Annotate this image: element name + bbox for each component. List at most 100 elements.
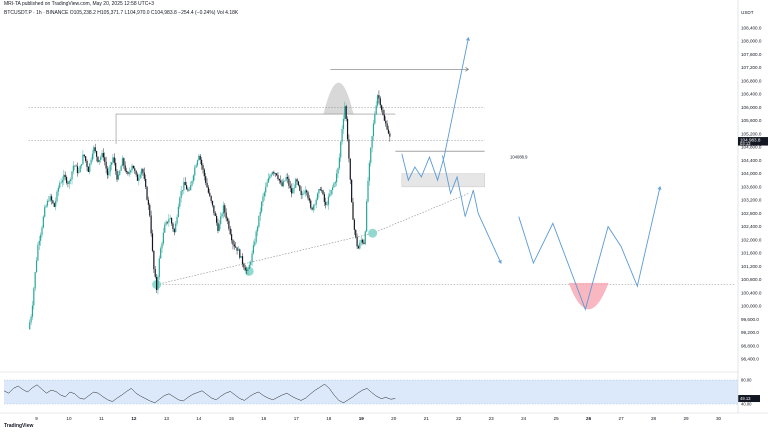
candle-body (164, 224, 166, 233)
candle-body (115, 162, 117, 171)
support-dot (368, 228, 378, 238)
candle-body (342, 118, 345, 130)
candle-body (361, 239, 364, 243)
y-tick-label: 99,600.0 (741, 317, 759, 322)
candle-body (299, 185, 301, 191)
candle-body (30, 316, 32, 323)
x-tick-label: 14 (196, 416, 202, 421)
candle-body (375, 105, 377, 114)
candle-body (135, 170, 137, 175)
candle-body (389, 133, 391, 137)
candle-body (232, 240, 234, 245)
y-tick-label: 100,800.0 (741, 277, 762, 282)
candle-body (329, 194, 331, 197)
candle-body (231, 234, 233, 241)
candle-body (34, 272, 36, 289)
candle-body (177, 206, 180, 217)
candle-body (379, 98, 381, 106)
candle-body (44, 207, 46, 217)
candle-body (53, 203, 55, 207)
candle-body (68, 180, 70, 184)
candle-body (113, 157, 115, 163)
x-tick-label: 21 (424, 416, 430, 421)
candle-body (67, 182, 69, 184)
candle-body (334, 182, 336, 184)
candle-body (48, 200, 50, 202)
candle-body (125, 170, 128, 172)
x-tick-label: 10 (66, 416, 72, 421)
candle-body (98, 159, 100, 162)
candle-body (331, 187, 334, 191)
candle-body (344, 106, 346, 119)
candle-body (117, 174, 119, 180)
candle-body (226, 218, 229, 221)
candle-body (366, 201, 368, 232)
candle-body (256, 226, 259, 232)
candle-body (355, 229, 357, 237)
candle-body (154, 269, 156, 277)
candle-body (157, 276, 159, 290)
candle-body (168, 219, 170, 223)
candle-body (325, 201, 327, 205)
candle-body (165, 221, 167, 225)
rsi-value-box (738, 395, 760, 403)
candle-body (368, 162, 370, 181)
candle-body (87, 166, 89, 173)
candle-body (345, 106, 347, 119)
candle-body (83, 154, 85, 157)
candle-body (130, 170, 132, 173)
target-line-arrowhead (465, 67, 470, 72)
x-tick-label: 29 (683, 416, 689, 421)
candle-body (131, 165, 133, 171)
candle-body (214, 212, 216, 217)
candle-body (185, 185, 188, 190)
candle-body (35, 260, 38, 273)
candle-body (266, 182, 268, 187)
projection-path-recovery (518, 186, 661, 311)
candle-body (319, 189, 321, 191)
candle-body (199, 155, 201, 160)
candle-body (295, 179, 297, 188)
candle-body (166, 221, 169, 223)
candle-body (306, 190, 308, 193)
brand-logo: TradingView (4, 423, 34, 429)
candle-body (244, 267, 246, 271)
candle-body (128, 172, 130, 174)
x-tick-label: 25 (554, 416, 560, 421)
candle-body (270, 174, 272, 177)
candle-body (314, 204, 316, 206)
projection-path-recovery-arrowhead (657, 185, 662, 191)
candle-body (247, 269, 249, 271)
y-tick-label: 108,000.0 (741, 39, 762, 44)
candle-body (95, 151, 98, 157)
candle-body (146, 186, 148, 200)
candle-body (236, 247, 238, 251)
candle-body (75, 165, 77, 167)
candle-body (288, 178, 290, 186)
x-tick-label: 23 (489, 416, 495, 421)
candle-body (101, 153, 103, 158)
candle-body (265, 186, 267, 193)
candle-body (222, 205, 225, 214)
y-tick-label: 106,000.0 (741, 105, 762, 110)
candle-body (372, 123, 375, 137)
candle-body (132, 165, 134, 169)
candle-body (255, 231, 257, 243)
y-tick-label: 105,200.0 (741, 131, 762, 136)
candle-body (285, 177, 287, 181)
candle-body (386, 123, 388, 130)
y-tick-label: 107,600.0 (741, 52, 762, 57)
candle-body (286, 177, 289, 179)
x-tick-label: 11 (99, 416, 104, 421)
candle-body (250, 262, 252, 265)
candle-body (82, 154, 84, 165)
candle-body (93, 147, 95, 154)
candle-body (72, 165, 74, 172)
x-tick-label: 22 (456, 416, 462, 421)
candle-body (110, 162, 113, 166)
y-tick-label: 103,600.0 (741, 184, 762, 189)
candle-body (220, 216, 222, 225)
candle-body (271, 172, 274, 175)
x-tick-label: 20 (391, 416, 397, 421)
